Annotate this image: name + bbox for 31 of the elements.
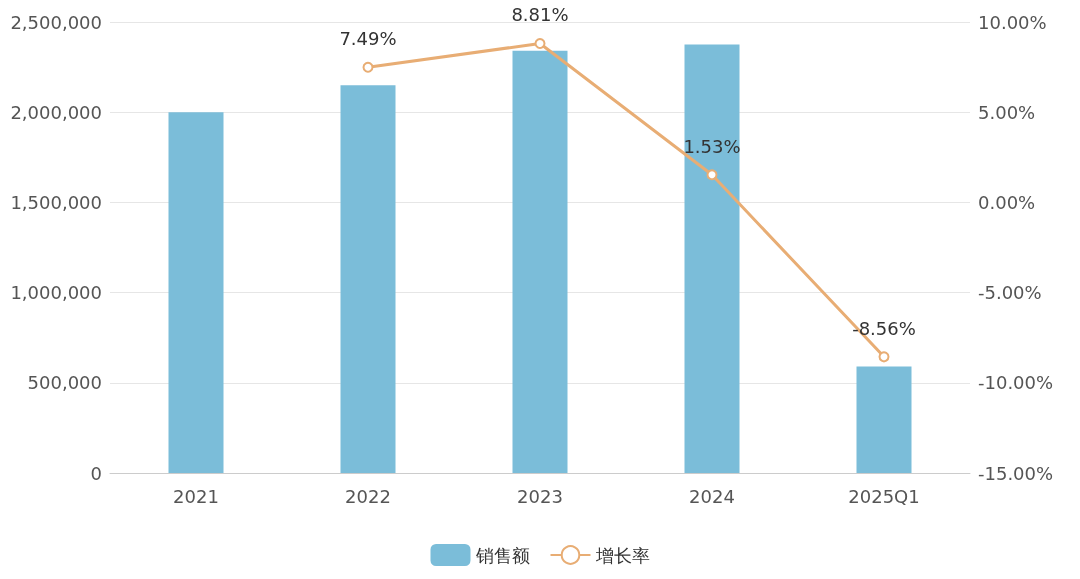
y2-tick-label: 5.00% [978,101,1036,123]
legend-label: 销售额 [474,544,530,566]
y2-tick-label: 10.00% [978,11,1047,33]
point [534,37,546,49]
data-label: 7.49% [339,28,397,50]
y-tick-label: 2,500,000 [10,11,102,33]
y2-tick-label: -15.00% [978,462,1054,484]
point [362,61,374,73]
point [878,351,890,363]
x-tick-label: 2022 [345,485,391,507]
legend-label: 增长率 [594,544,650,566]
bar [512,50,568,473]
x-tick-label: 2025Q1 [848,485,920,507]
y-tick-label: 1,500,000 [10,191,102,213]
y2-tick-label: 0.00% [978,191,1036,213]
y2-tick-label: -5.00% [978,282,1042,304]
y-tick-label: 500,000 [27,372,102,394]
data-label: 8.81% [511,4,569,26]
bar [340,85,396,473]
y2-tick-label: -10.00% [978,372,1054,394]
x-tick-label: 2021 [173,485,219,507]
y-tick-label: 2,000,000 [10,101,102,123]
bar [856,366,912,473]
point [706,169,718,181]
data-label: 1.53% [683,135,741,157]
y-tick-label: 1,000,000 [10,282,102,304]
bar [168,112,224,473]
x-tick-label: 2024 [689,485,735,507]
x-tick-label: 2023 [517,485,563,507]
bar [684,44,740,473]
y-tick-label: 0 [90,462,102,484]
